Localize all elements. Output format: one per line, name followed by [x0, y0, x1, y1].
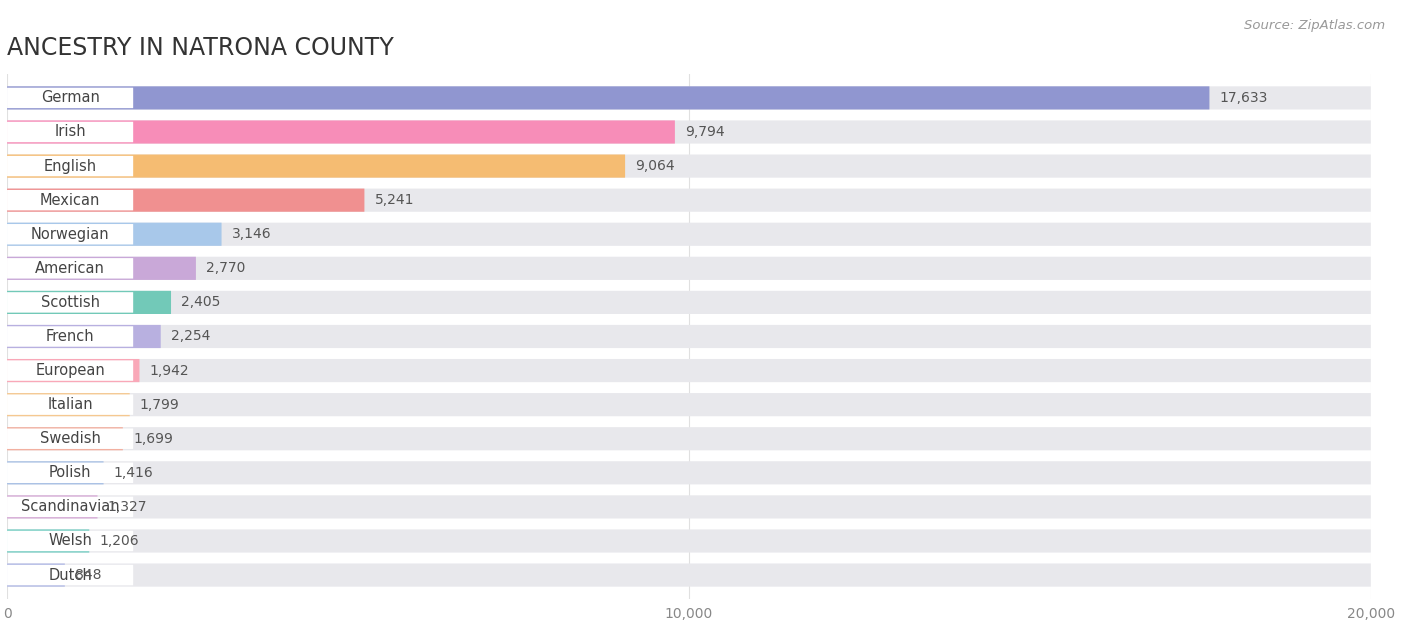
- FancyBboxPatch shape: [7, 155, 626, 178]
- FancyBboxPatch shape: [7, 361, 134, 381]
- FancyBboxPatch shape: [7, 224, 134, 245]
- FancyBboxPatch shape: [7, 291, 172, 314]
- FancyBboxPatch shape: [7, 189, 364, 212]
- Text: Polish: Polish: [49, 466, 91, 480]
- FancyBboxPatch shape: [7, 325, 1371, 348]
- FancyBboxPatch shape: [7, 529, 89, 553]
- Text: 3,146: 3,146: [232, 227, 271, 242]
- FancyBboxPatch shape: [7, 88, 134, 108]
- Text: 1,799: 1,799: [141, 397, 180, 412]
- FancyBboxPatch shape: [7, 393, 129, 416]
- FancyBboxPatch shape: [7, 427, 1371, 450]
- FancyBboxPatch shape: [7, 86, 1371, 109]
- FancyBboxPatch shape: [7, 120, 675, 144]
- FancyBboxPatch shape: [7, 393, 1371, 416]
- FancyBboxPatch shape: [7, 427, 122, 450]
- Text: 1,416: 1,416: [114, 466, 153, 480]
- Text: 17,633: 17,633: [1219, 91, 1268, 105]
- Text: 9,064: 9,064: [636, 159, 675, 173]
- Text: Dutch: Dutch: [48, 567, 91, 583]
- FancyBboxPatch shape: [7, 257, 1371, 280]
- FancyBboxPatch shape: [7, 325, 160, 348]
- Text: German: German: [41, 90, 100, 106]
- FancyBboxPatch shape: [7, 292, 134, 312]
- Text: 5,241: 5,241: [374, 193, 415, 207]
- Text: Italian: Italian: [48, 397, 93, 412]
- Text: French: French: [46, 329, 94, 344]
- Text: Source: ZipAtlas.com: Source: ZipAtlas.com: [1244, 19, 1385, 32]
- FancyBboxPatch shape: [7, 86, 1209, 109]
- FancyBboxPatch shape: [7, 462, 134, 483]
- Text: 1,327: 1,327: [108, 500, 148, 514]
- Text: 2,405: 2,405: [181, 296, 221, 309]
- Text: 848: 848: [75, 568, 101, 582]
- Text: Scandinavian: Scandinavian: [21, 499, 120, 515]
- FancyBboxPatch shape: [7, 223, 1371, 246]
- Text: Welsh: Welsh: [48, 533, 91, 549]
- FancyBboxPatch shape: [7, 531, 134, 551]
- Text: European: European: [35, 363, 105, 378]
- FancyBboxPatch shape: [7, 359, 139, 382]
- FancyBboxPatch shape: [7, 461, 1371, 484]
- Text: 1,942: 1,942: [149, 364, 190, 377]
- Text: ANCESTRY IN NATRONA COUNTY: ANCESTRY IN NATRONA COUNTY: [7, 35, 394, 60]
- FancyBboxPatch shape: [7, 497, 134, 517]
- Text: Swedish: Swedish: [39, 431, 101, 446]
- FancyBboxPatch shape: [7, 189, 1371, 212]
- FancyBboxPatch shape: [7, 359, 1371, 382]
- FancyBboxPatch shape: [7, 495, 97, 518]
- FancyBboxPatch shape: [7, 529, 1371, 553]
- FancyBboxPatch shape: [7, 327, 134, 346]
- FancyBboxPatch shape: [7, 156, 134, 176]
- FancyBboxPatch shape: [7, 258, 134, 279]
- FancyBboxPatch shape: [7, 122, 134, 142]
- Text: 1,699: 1,699: [134, 431, 173, 446]
- FancyBboxPatch shape: [7, 428, 134, 449]
- Text: 1,206: 1,206: [100, 534, 139, 548]
- Text: 2,770: 2,770: [207, 261, 246, 276]
- FancyBboxPatch shape: [7, 257, 195, 280]
- FancyBboxPatch shape: [7, 495, 1371, 518]
- FancyBboxPatch shape: [7, 564, 1371, 587]
- FancyBboxPatch shape: [7, 394, 134, 415]
- FancyBboxPatch shape: [7, 564, 65, 587]
- Text: Irish: Irish: [55, 124, 86, 140]
- Text: English: English: [44, 158, 97, 174]
- Text: Norwegian: Norwegian: [31, 227, 110, 242]
- FancyBboxPatch shape: [7, 120, 1371, 144]
- FancyBboxPatch shape: [7, 291, 1371, 314]
- Text: Mexican: Mexican: [39, 193, 100, 207]
- Text: 2,254: 2,254: [172, 330, 211, 343]
- Text: American: American: [35, 261, 105, 276]
- FancyBboxPatch shape: [7, 565, 134, 585]
- FancyBboxPatch shape: [7, 223, 222, 246]
- Text: 9,794: 9,794: [685, 125, 724, 139]
- FancyBboxPatch shape: [7, 190, 134, 211]
- FancyBboxPatch shape: [7, 461, 104, 484]
- Text: Scottish: Scottish: [41, 295, 100, 310]
- FancyBboxPatch shape: [7, 155, 1371, 178]
